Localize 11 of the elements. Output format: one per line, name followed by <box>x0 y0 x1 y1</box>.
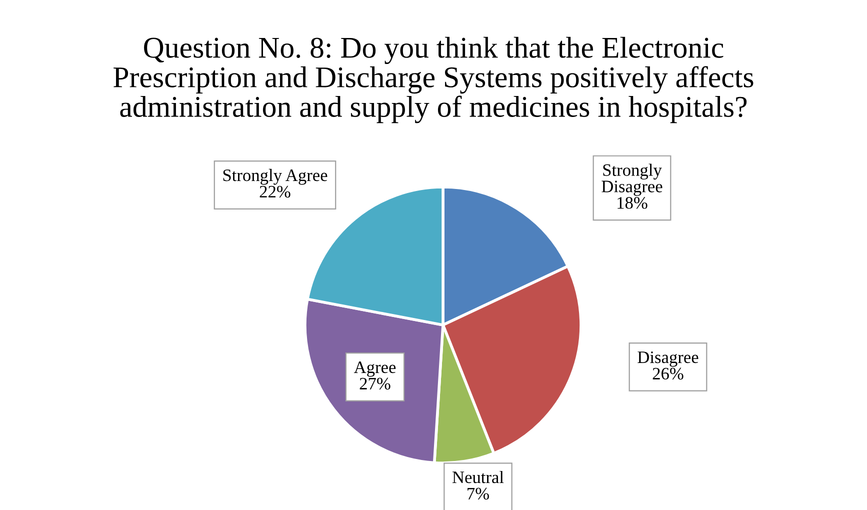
data-label: 7% <box>468 488 489 500</box>
slice-label: Disagree <box>638 351 698 367</box>
data-label: 22% <box>260 186 290 198</box>
slice-label: Strongly Agree <box>223 168 328 185</box>
slice-label: Neutral <box>452 470 504 484</box>
data-label: 26% <box>652 368 684 380</box>
slice-label: Agree <box>354 361 396 377</box>
data-label: 18% <box>618 197 648 209</box>
data-label: 27% <box>360 378 390 390</box>
chart-title: Question No. 8: Do you think that the Electronic Prescription and Discharge Systems positively affects administration and supply of medicines in hospitals? <box>114 36 754 124</box>
slice-label: Strongly Disagree <box>602 164 662 196</box>
